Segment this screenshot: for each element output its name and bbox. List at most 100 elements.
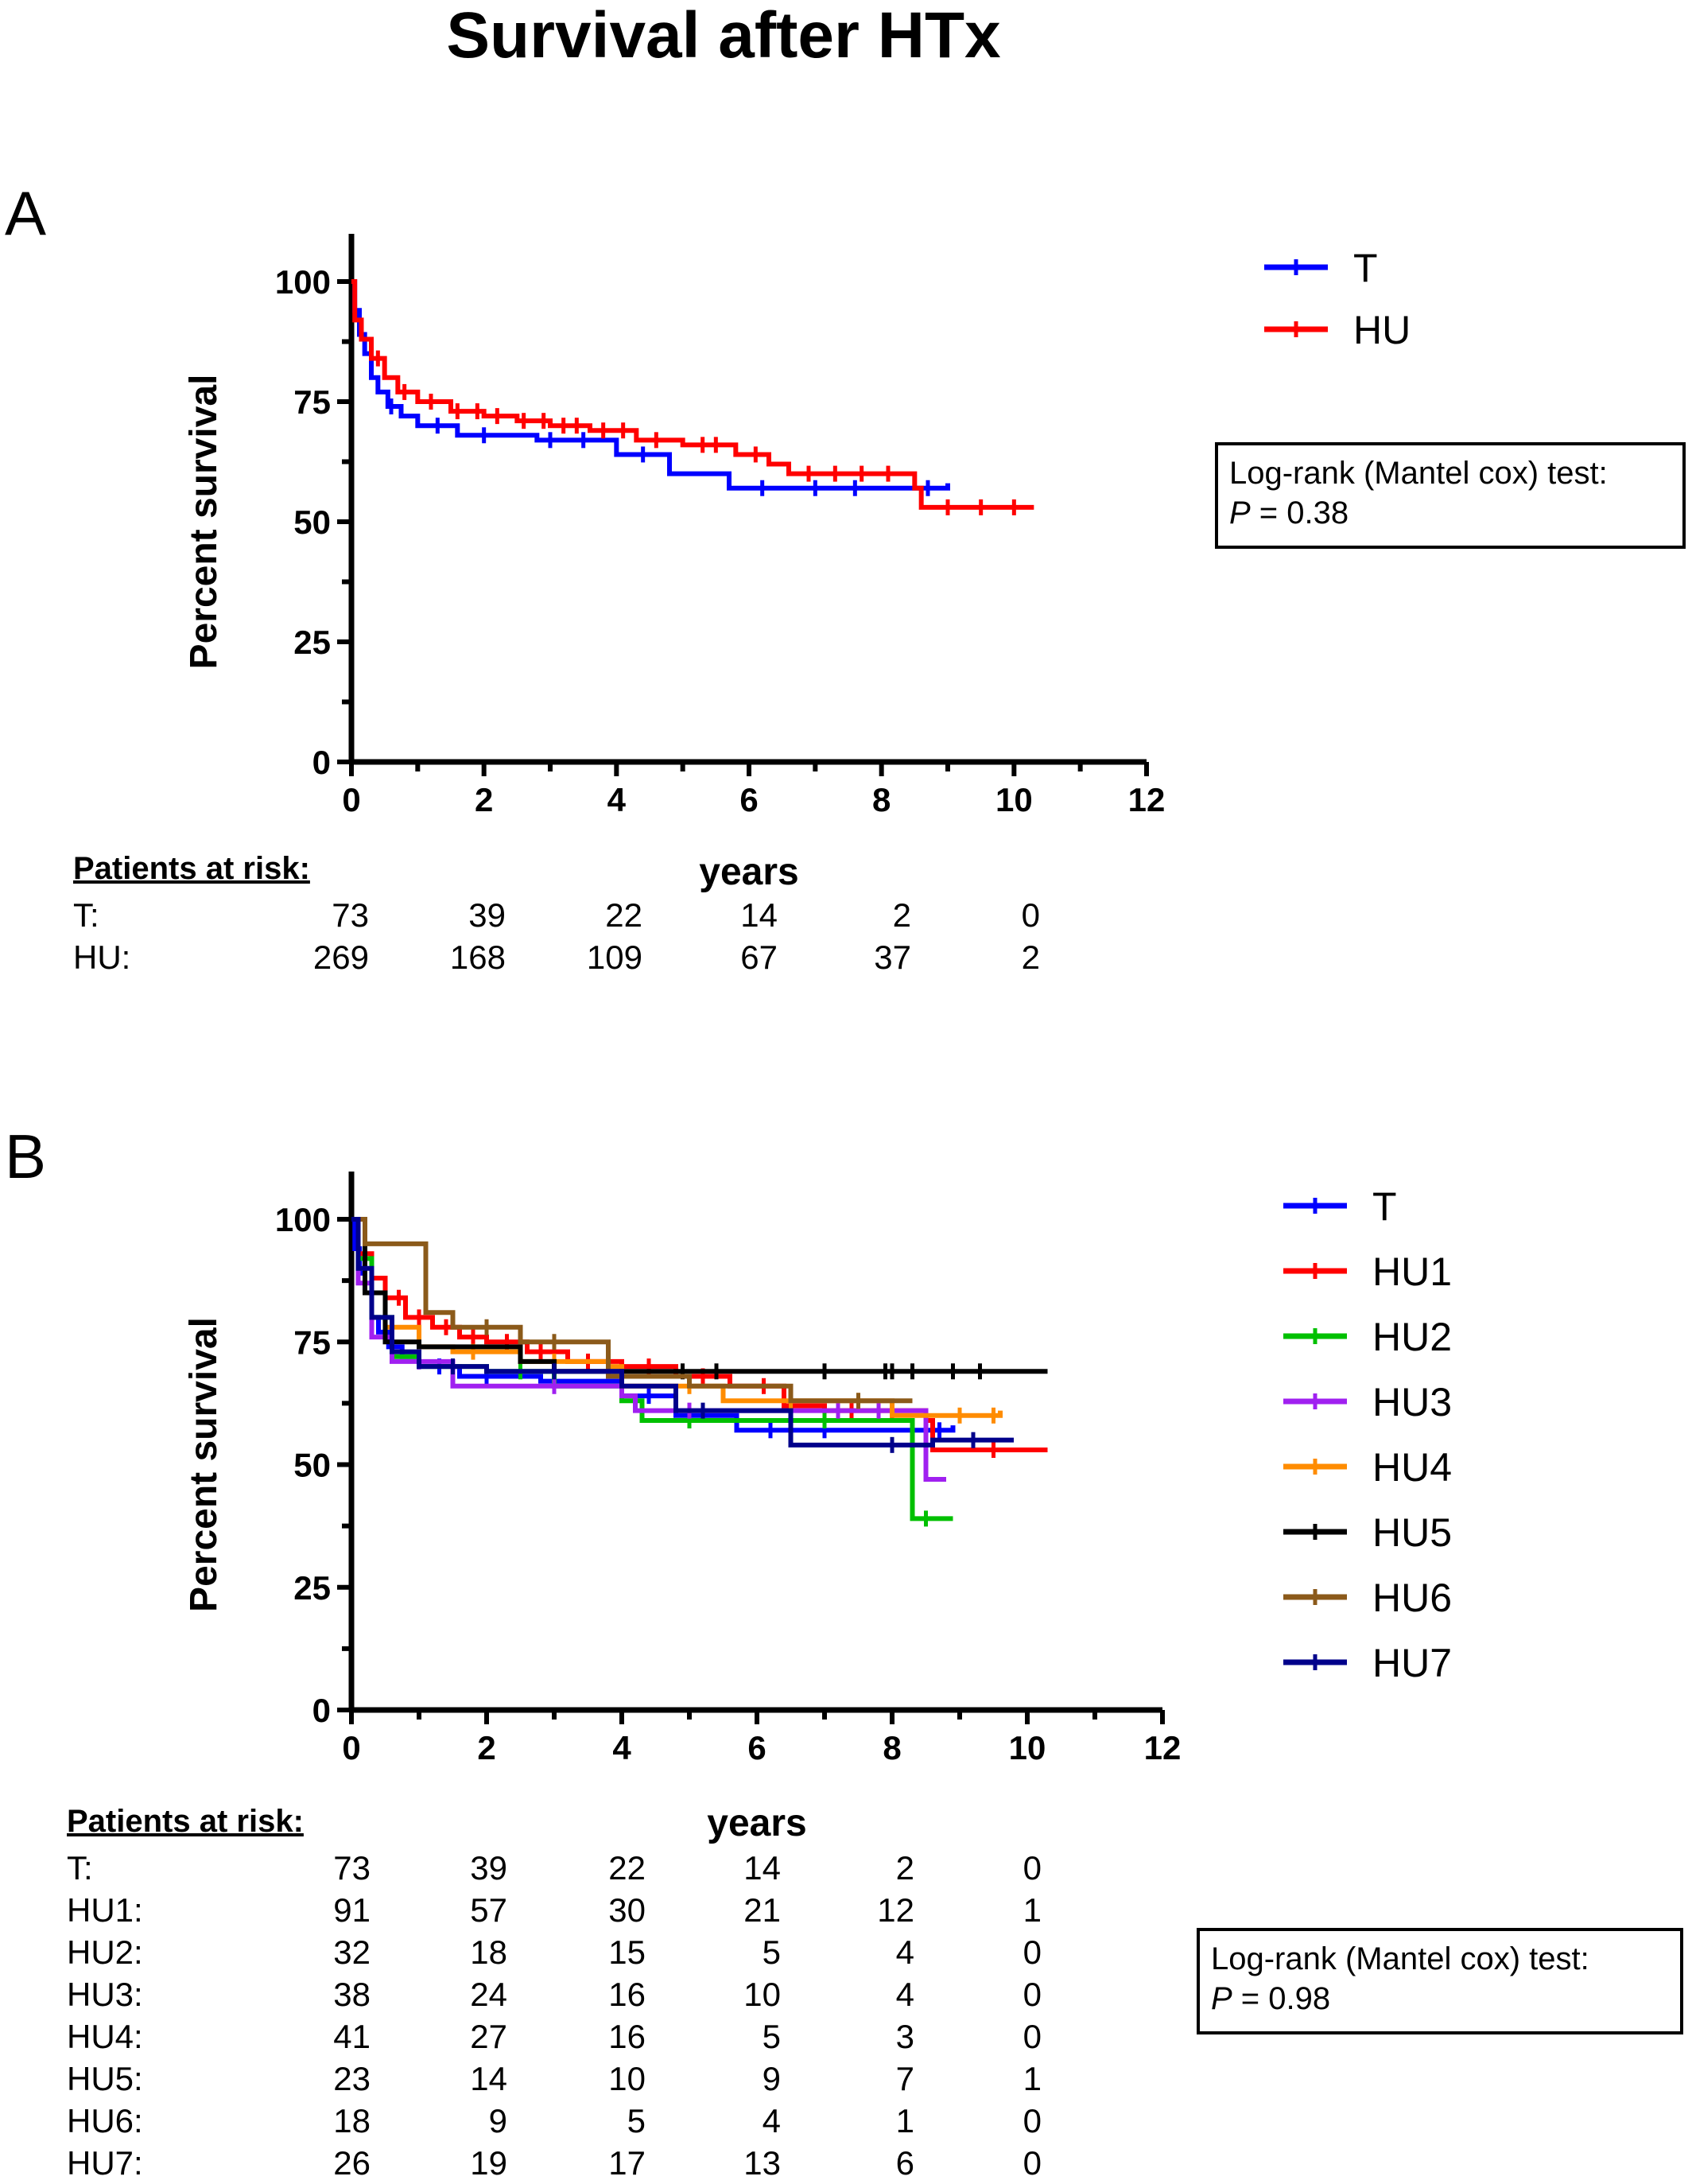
x-tick-label-b: 6: [747, 1729, 766, 1766]
logrank-p-a: P = 0.38: [1229, 495, 1349, 530]
risk-cell: 18: [333, 2102, 371, 2139]
risk-cell: 0: [1023, 1976, 1042, 2013]
risk-cell: 0: [1023, 1849, 1042, 1887]
risk-table-title-a: Patients at risk:: [73, 851, 310, 886]
risk-cell: 10: [743, 1976, 781, 2013]
x-axis-title-b: years: [707, 1802, 806, 1844]
series-line-hu2-b: [351, 1217, 953, 1521]
risk-cell: 7: [895, 2060, 914, 2097]
risk-cell: 39: [470, 1849, 507, 1887]
legend-label-hu6-b: HU6: [1372, 1576, 1452, 1620]
x-tick-label-a: 6: [739, 781, 758, 818]
risk-cell: 17: [608, 2144, 646, 2182]
risk-table-b: T: 73 39 22 14 2 0 HU1: 91 57 30 21 12 1 HU2: 32 18 15 5 4 0…: [67, 1847, 1042, 2184]
risk-cell: 0: [1021, 896, 1040, 934]
risk-cell: 4: [762, 2102, 781, 2139]
x-axis-title-a: years: [699, 851, 798, 893]
y-tick-label-b: 25: [293, 1569, 331, 1607]
legend-label-hu2-b: HU2: [1372, 1315, 1452, 1359]
x-tick-label-a: 12: [1128, 781, 1166, 818]
logrank-p-b: P = 0.98: [1211, 1981, 1331, 2016]
x-tick-label-b: 10: [1009, 1729, 1046, 1766]
risk-cell: 67: [740, 938, 778, 976]
risk-cell: 27: [470, 2018, 507, 2055]
legend-label-hu5-b: HU5: [1372, 1510, 1452, 1555]
y-tick-label-b: 100: [275, 1201, 331, 1238]
risk-cell: 1: [1023, 1891, 1042, 1929]
x-tick-label-b: 12: [1144, 1729, 1182, 1766]
risk-cell: 23: [333, 2060, 371, 2097]
risk-cell: 21: [743, 1891, 781, 1929]
risk-cell: 2: [1021, 938, 1040, 976]
risk-cell: 32: [333, 1933, 371, 1971]
x-tick-label-b: 8: [883, 1729, 901, 1766]
risk-cell: 269: [312, 938, 369, 976]
legend-label-hu1-b: HU1: [1372, 1249, 1452, 1294]
risk-table-title-b: Patients at risk:: [67, 1804, 304, 1839]
risk-row-label: HU2:: [67, 1933, 143, 1971]
risk-cell: 26: [333, 2144, 371, 2182]
risk-cell: 39: [468, 896, 506, 934]
risk-cell: 10: [608, 2060, 646, 2097]
y-tick-label-a: 50: [293, 503, 331, 541]
series-line-t-a: [351, 279, 950, 491]
legend-label-hu-a: HU: [1353, 308, 1411, 352]
risk-cell: 2: [892, 896, 911, 934]
series-line-hu1-b: [351, 1217, 1048, 1452]
series-line-hu7-b: [351, 1217, 1014, 1448]
risk-cell: 5: [762, 1933, 781, 1971]
y-tick-label-b: 50: [293, 1447, 331, 1484]
risk-row-hu6-b: HU6: 18 9 5 4 1 0: [67, 2100, 1042, 2142]
risk-row-label: T:: [67, 1849, 93, 1887]
risk-cell: 18: [470, 1933, 507, 1971]
y-tick-label-a: 75: [293, 383, 331, 421]
risk-row-label: HU5:: [67, 2060, 143, 2097]
risk-cell: 109: [586, 938, 642, 976]
risk-cell: 4: [895, 1933, 914, 1971]
risk-cell: 0: [1023, 1933, 1042, 1971]
risk-cell: 12: [877, 1891, 914, 1929]
risk-cell: 24: [470, 1976, 507, 2013]
risk-cell: 14: [740, 896, 778, 934]
panel-label-a: A: [5, 178, 47, 248]
risk-cell: 91: [333, 1891, 371, 1929]
legend-label-hu3-b: HU3: [1372, 1380, 1452, 1424]
risk-cell: 37: [874, 938, 911, 976]
risk-cell: 168: [449, 938, 506, 976]
risk-row-hu7-b: HU7: 26 19 17 13 6 0: [67, 2142, 1042, 2184]
risk-cell: 0: [1023, 2102, 1042, 2139]
risk-cell: 14: [470, 2060, 507, 2097]
logrank-title-b: Log-rank (Mantel cox) test:: [1211, 1941, 1589, 1976]
risk-cell: 15: [608, 1933, 646, 1971]
risk-cell: 73: [332, 896, 369, 934]
risk-cell: 22: [608, 1849, 646, 1887]
risk-row-hu3-b: HU3: 38 24 16 10 4 0: [67, 1973, 1042, 2015]
series-line-hu3-b: [351, 1217, 946, 1483]
x-tick-label-a: 10: [995, 781, 1033, 818]
logrank-box-b: Log-rank (Mantel cox) test: P = 0.98: [1197, 1928, 1683, 2034]
x-tick-label-b: 4: [612, 1729, 631, 1766]
risk-row-label: HU4:: [67, 2018, 143, 2055]
risk-cell: 16: [608, 2018, 646, 2055]
legend-label-t-b: T: [1372, 1184, 1397, 1229]
risk-cell: 5: [627, 2102, 646, 2139]
risk-row-label: HU:: [73, 938, 131, 976]
logrank-title-a: Log-rank (Mantel cox) test:: [1229, 456, 1608, 491]
risk-row-hu5-b: HU5: 23 14 10 9 7 1: [67, 2058, 1042, 2100]
x-tick-label-a: 0: [342, 781, 360, 818]
risk-cell: 9: [488, 2102, 507, 2139]
risk-row-hu2-b: HU2: 32 18 15 5 4 0: [67, 1931, 1042, 1973]
x-tick-label-a: 4: [607, 781, 627, 818]
y-axis-title-b: Percent survival: [183, 1317, 225, 1612]
risk-cell: 0: [1023, 2144, 1042, 2182]
risk-cell: 19: [470, 2144, 507, 2182]
risk-cell: 57: [470, 1891, 507, 1929]
legend-label-hu4-b: HU4: [1372, 1445, 1452, 1490]
risk-row-hu4-b: HU4: 41 27 16 5 3 0: [67, 2015, 1042, 2058]
risk-cell: 30: [608, 1891, 646, 1929]
y-axis-title-a: Percent survival: [183, 375, 225, 670]
risk-cell: 1: [895, 2102, 914, 2139]
risk-row-label: HU6:: [67, 2102, 143, 2139]
risk-cell: 14: [743, 1849, 781, 1887]
x-tick-label-a: 8: [872, 781, 891, 818]
